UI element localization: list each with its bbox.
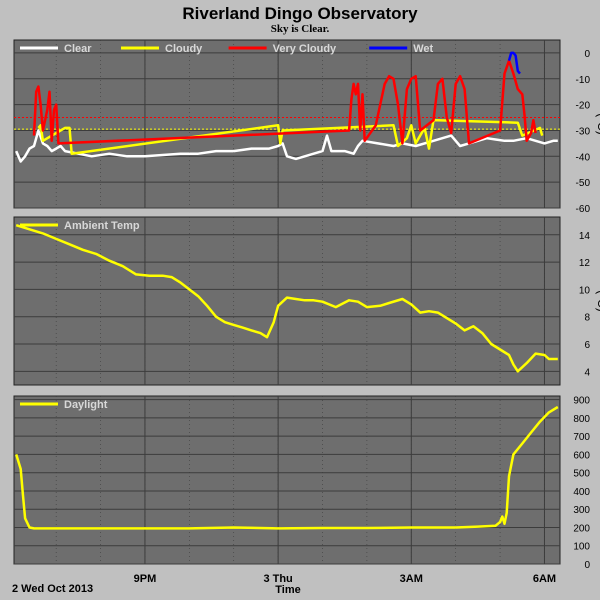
x-tick-label: 6AM	[533, 573, 556, 585]
y-tick-label: 4	[584, 367, 590, 378]
y-tick-label: 200	[573, 523, 590, 534]
panel-sky-background	[13, 39, 561, 209]
y-tick-label: -20	[576, 101, 591, 112]
series-wet	[507, 51, 521, 75]
page-title: Riverland Dingo Observatory	[182, 4, 418, 23]
y-tick-label: 0	[584, 49, 590, 60]
panel-ambient-background	[13, 216, 561, 386]
legend-label: Daylight	[64, 399, 108, 411]
x-tick-label: 9PM	[134, 573, 157, 585]
y-tick-label: -40	[576, 152, 591, 163]
x-axis-label: Time	[275, 584, 300, 596]
series-cloudy	[37, 118, 544, 155]
y-tick-label: 8	[584, 313, 590, 324]
panel-daylight: 900 800 700 600 500 400 300 200 100 0 Daylight	[13, 395, 590, 571]
y-tick-label: 800	[573, 414, 590, 425]
panel-ambient: 14 12 10 8 6 4 (°C) Ambient Temp	[13, 216, 600, 386]
y-tick-label: -30	[576, 126, 591, 137]
y-tick-label: 700	[573, 432, 590, 443]
y-tick-label: 6	[584, 340, 590, 351]
sky-status: Sky is Clear.	[271, 23, 330, 35]
y-tick-label: 900	[573, 396, 590, 407]
y-tick-label: 400	[573, 487, 590, 498]
y-tick-label: 0	[584, 560, 590, 571]
y-tick-label: 100	[573, 542, 590, 553]
legend-label: Ambient Temp	[64, 220, 140, 232]
y-tick-label: 300	[573, 505, 590, 516]
y-tick-label: -60	[576, 204, 591, 215]
y-tick-label: -50	[576, 178, 591, 189]
y-tick-label: 600	[573, 450, 590, 461]
panel-sky: 0 -10 -20 -30 -40 -50 -60 (°C) Clear Cloudy Very C…	[13, 39, 600, 215]
y-tick-label: 12	[579, 258, 591, 269]
series-ambient-temp	[15, 224, 558, 373]
y-tick-label: 10	[579, 285, 591, 296]
y-tick-label: 500	[573, 469, 590, 480]
y-tick-label: -10	[576, 75, 591, 86]
y-unit-label: (°C)	[595, 113, 600, 134]
series-daylight	[15, 405, 559, 530]
date-label: 2 Wed Oct 2013	[12, 583, 93, 595]
series-very-cloudy	[32, 59, 537, 145]
x-tick-label: 3 Thu	[263, 573, 292, 585]
legend-label: Clear	[64, 43, 92, 55]
legend-label: Very Cloudy	[273, 43, 337, 55]
legend-label: Cloudy	[165, 43, 203, 55]
y-tick-label: 14	[579, 231, 591, 242]
panel-daylight-background	[13, 395, 561, 565]
legend-label: Wet	[413, 43, 433, 55]
x-tick-label: 3AM	[400, 573, 423, 585]
y-unit-label: (°C)	[595, 290, 600, 311]
